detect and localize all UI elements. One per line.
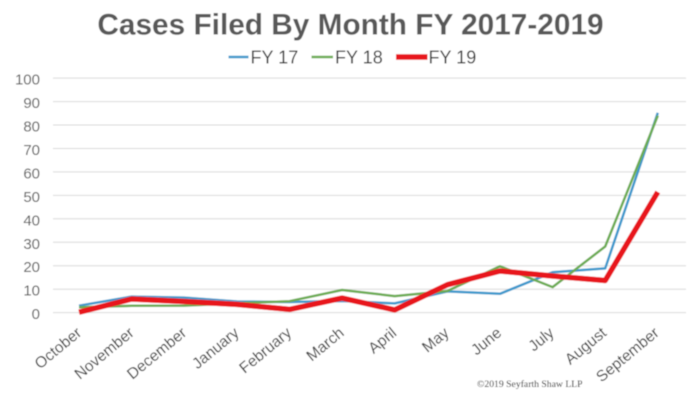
svg-text:0: 0 — [32, 306, 40, 323]
svg-text:©2019 Seyfarth Shaw LLP: ©2019 Seyfarth Shaw LLP — [477, 379, 583, 390]
svg-text:20: 20 — [23, 259, 40, 276]
svg-text:70: 70 — [23, 142, 40, 159]
svg-text:FY 19: FY 19 — [429, 48, 477, 68]
svg-text:Cases Filed By Month FY 2017-2: Cases Filed By Month FY 2017-2019 — [97, 9, 603, 42]
svg-text:60: 60 — [23, 165, 40, 182]
svg-text:10: 10 — [23, 283, 40, 300]
svg-text:100: 100 — [15, 72, 40, 89]
svg-text:50: 50 — [23, 189, 40, 206]
svg-text:90: 90 — [23, 95, 40, 112]
svg-text:40: 40 — [23, 212, 40, 229]
svg-text:30: 30 — [23, 236, 40, 253]
svg-text:80: 80 — [23, 119, 40, 136]
svg-text:FY 18: FY 18 — [335, 48, 383, 68]
svg-text:FY 17: FY 17 — [251, 48, 299, 68]
